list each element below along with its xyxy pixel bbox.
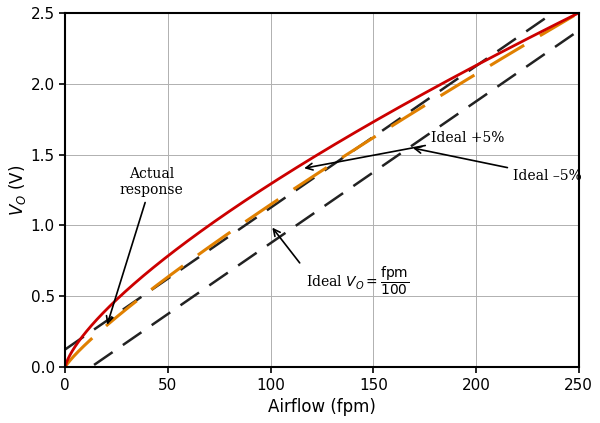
X-axis label: Airflow (fpm): Airflow (fpm) xyxy=(268,398,376,416)
Text: Ideal +5%: Ideal +5% xyxy=(306,131,504,170)
Text: Ideal –5%: Ideal –5% xyxy=(415,146,581,183)
Y-axis label: $V_O$ (V): $V_O$ (V) xyxy=(7,165,28,216)
Text: Ideal $V_O = \dfrac{\mathrm{fpm}}{100}$: Ideal $V_O = \dfrac{\mathrm{fpm}}{100}$ xyxy=(305,265,409,297)
Text: Actual
response: Actual response xyxy=(107,167,184,323)
